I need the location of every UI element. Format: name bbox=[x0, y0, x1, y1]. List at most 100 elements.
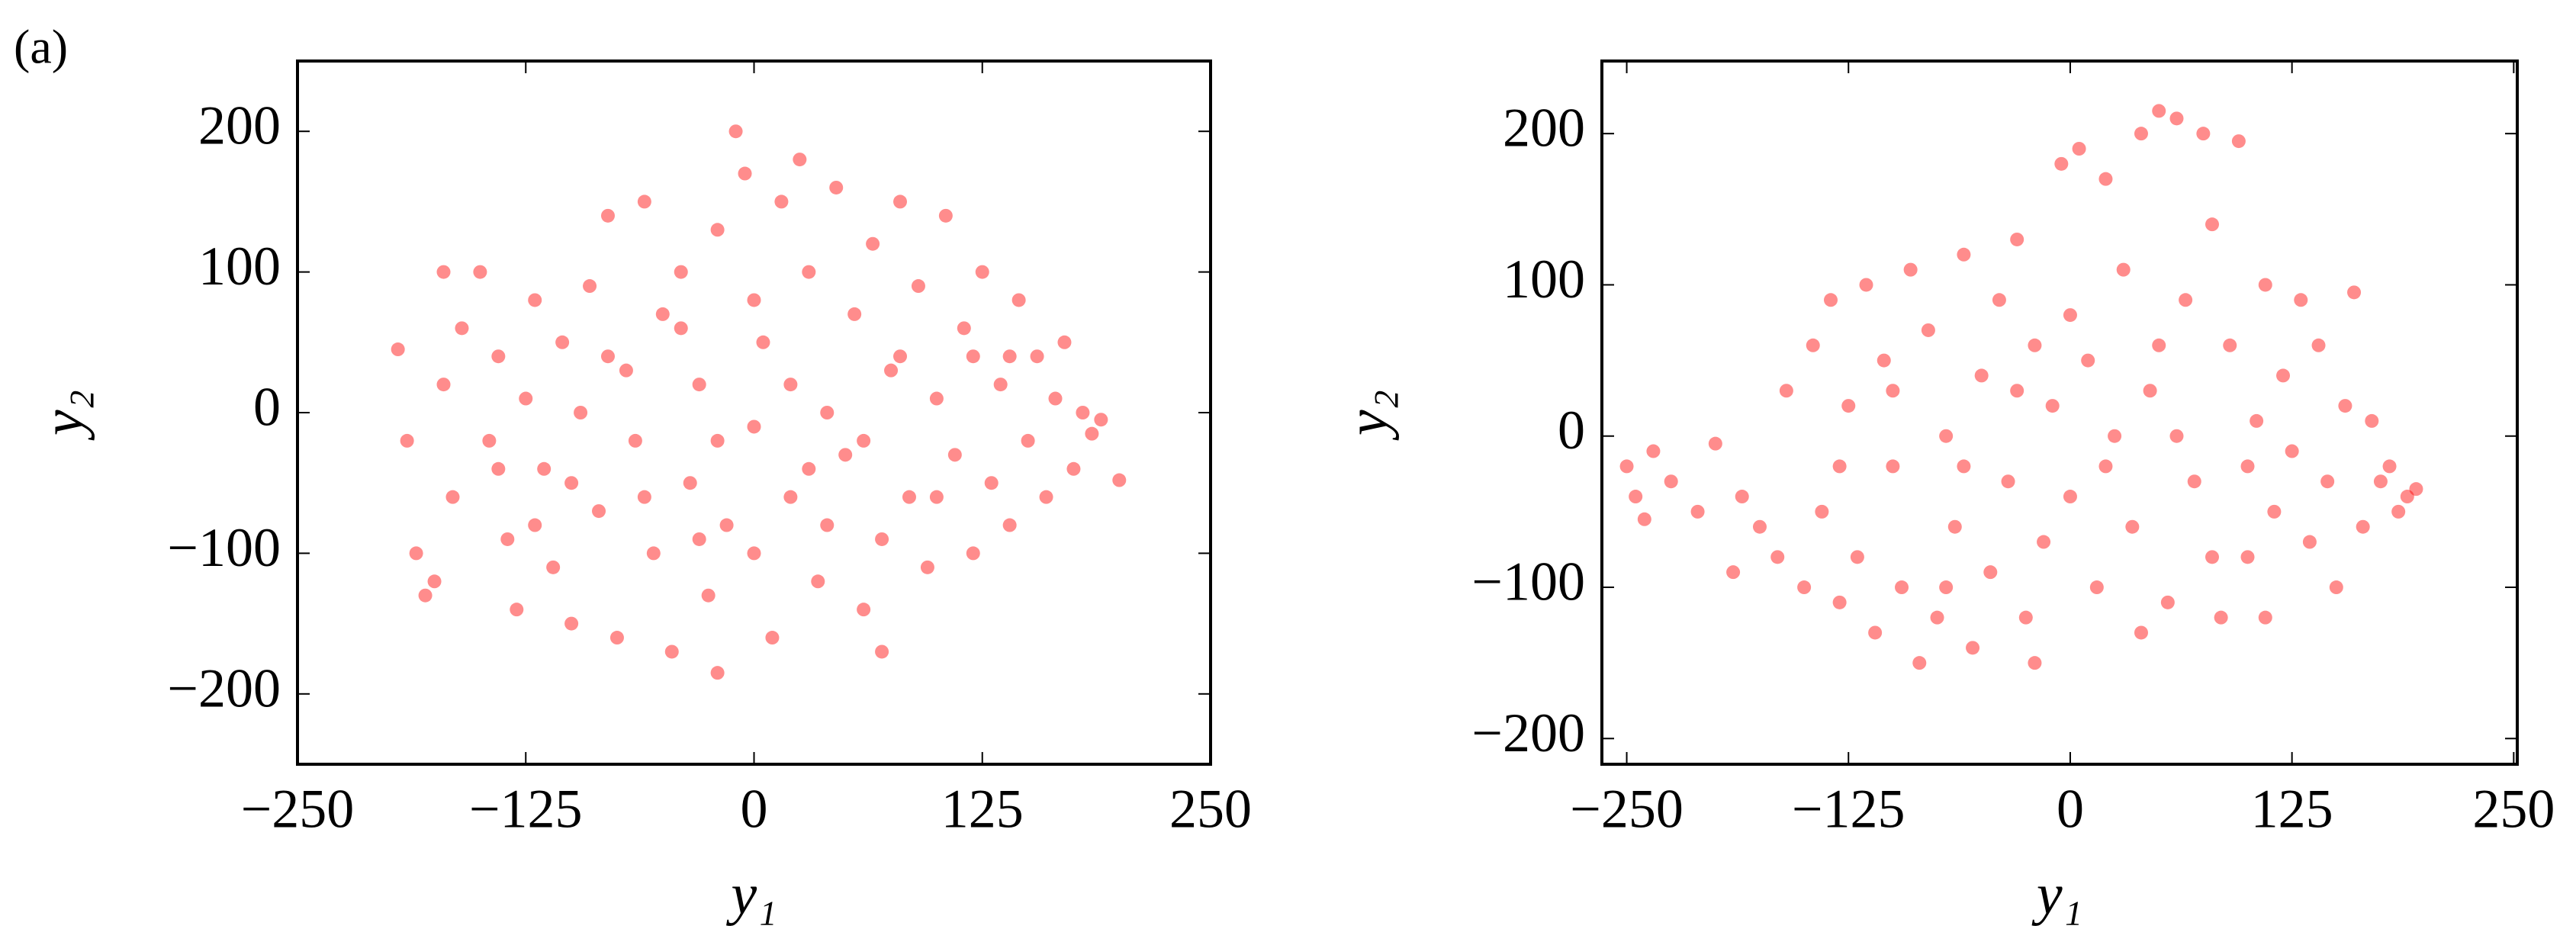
y-axis-title: y₂ bbox=[31, 390, 95, 441]
point bbox=[1868, 625, 1883, 640]
point bbox=[646, 546, 661, 561]
point bbox=[2160, 595, 2175, 609]
point bbox=[2240, 459, 2255, 474]
point bbox=[857, 433, 871, 448]
y-tick-label: 0 bbox=[1558, 400, 1585, 461]
point bbox=[482, 433, 497, 448]
point bbox=[2028, 338, 2042, 352]
point bbox=[929, 391, 944, 406]
point bbox=[747, 546, 761, 561]
point bbox=[609, 631, 624, 645]
point bbox=[1646, 444, 1661, 458]
point bbox=[664, 644, 679, 659]
point bbox=[537, 461, 552, 476]
point bbox=[1057, 335, 1072, 349]
y-tick-label: 100 bbox=[1503, 249, 1585, 310]
point bbox=[2205, 550, 2219, 564]
scatter-chart: −250 −125 0 125 250 −200 −100 0 100 200 y₁ y₂ bbox=[1335, 59, 2555, 926]
plot-frame bbox=[1600, 59, 2519, 766]
x-tick-label: 125 bbox=[941, 779, 1024, 840]
point bbox=[902, 490, 916, 504]
point bbox=[1619, 459, 1634, 474]
y-tick-label: −100 bbox=[167, 517, 281, 578]
point bbox=[1637, 512, 1651, 526]
point bbox=[2169, 111, 2184, 126]
point bbox=[528, 518, 542, 532]
point bbox=[893, 194, 908, 209]
point bbox=[793, 153, 807, 167]
point bbox=[820, 518, 835, 532]
point bbox=[2373, 474, 2388, 489]
point bbox=[2134, 625, 2148, 640]
point bbox=[2098, 459, 2113, 474]
point bbox=[1832, 459, 1847, 474]
point bbox=[1735, 490, 1749, 504]
point bbox=[1112, 473, 1127, 487]
point bbox=[2391, 504, 2406, 519]
point bbox=[2338, 399, 2352, 413]
point bbox=[2240, 550, 2255, 564]
point bbox=[2028, 656, 2042, 670]
point bbox=[510, 603, 524, 617]
point bbox=[957, 321, 971, 336]
point bbox=[2179, 293, 2193, 307]
y-tick-label: 200 bbox=[198, 95, 281, 156]
point bbox=[1930, 610, 1944, 625]
point bbox=[583, 279, 597, 294]
point bbox=[938, 208, 953, 223]
point bbox=[2169, 429, 2184, 443]
y-tick-label: 100 bbox=[198, 236, 281, 297]
point bbox=[637, 194, 651, 209]
point bbox=[1797, 580, 1812, 595]
point bbox=[436, 378, 451, 392]
y-tick-label: 0 bbox=[253, 377, 281, 438]
scatter-chart: −250 −125 0 125 250 −200 −100 0 100 200 y₁ y₂ bbox=[31, 59, 1252, 926]
point bbox=[1966, 641, 1980, 655]
point bbox=[1992, 293, 2006, 307]
point bbox=[555, 335, 570, 349]
point bbox=[747, 419, 761, 434]
point bbox=[838, 448, 853, 462]
point bbox=[1912, 656, 1927, 670]
point bbox=[1752, 519, 1767, 534]
point bbox=[491, 461, 506, 476]
point bbox=[674, 321, 688, 336]
point bbox=[1770, 550, 1785, 564]
point bbox=[2285, 444, 2299, 458]
point bbox=[2409, 482, 2423, 497]
point bbox=[2125, 519, 2140, 534]
x-axis-title: y₁ bbox=[725, 862, 777, 926]
point bbox=[2400, 490, 2414, 504]
point bbox=[1690, 504, 1705, 519]
point bbox=[2258, 610, 2272, 625]
point bbox=[564, 616, 579, 631]
point bbox=[866, 236, 880, 251]
point bbox=[1076, 406, 1090, 419]
point bbox=[2072, 142, 2086, 156]
point bbox=[2018, 610, 2033, 625]
point bbox=[1708, 436, 1722, 451]
point bbox=[920, 560, 934, 574]
point bbox=[2081, 353, 2095, 368]
point bbox=[655, 307, 670, 321]
point bbox=[2329, 580, 2343, 595]
y-tick-label: −200 bbox=[1471, 702, 1585, 763]
point bbox=[1939, 580, 1954, 595]
point bbox=[802, 461, 816, 476]
point bbox=[2037, 535, 2051, 549]
point bbox=[519, 391, 533, 406]
point bbox=[2294, 293, 2308, 307]
point bbox=[2320, 474, 2335, 489]
point bbox=[875, 644, 889, 659]
point bbox=[1011, 293, 1026, 307]
point bbox=[2311, 338, 2326, 352]
point bbox=[637, 490, 651, 504]
x-tick-label: −250 bbox=[1570, 779, 1684, 840]
point bbox=[2250, 413, 2264, 428]
point bbox=[1886, 384, 1900, 398]
point bbox=[2001, 474, 2015, 489]
point bbox=[418, 588, 433, 603]
point bbox=[2054, 156, 2069, 171]
point bbox=[2143, 384, 2157, 398]
